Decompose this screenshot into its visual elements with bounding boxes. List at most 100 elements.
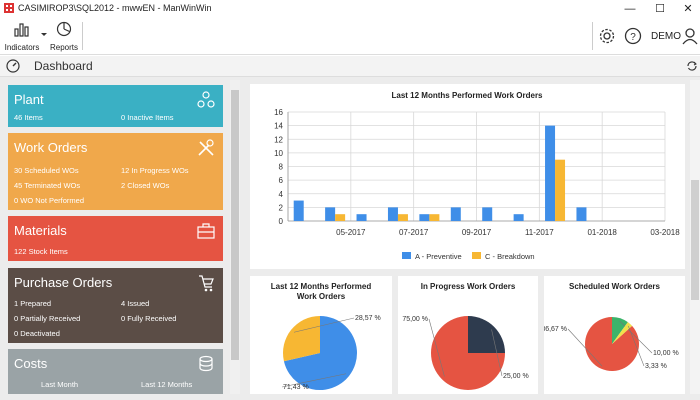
performed-wo-bar-chart: Last 12 Months Performed Work Orders 0 2 4…: [274, 91, 680, 261]
bar-breakdown: [555, 159, 566, 221]
bar-preventive: [356, 214, 367, 221]
y-tick-label: 10: [274, 149, 283, 158]
network-nodes-icon: [197, 91, 215, 108]
toolbar-divider: [82, 22, 83, 50]
legend-swatch: [402, 252, 411, 259]
dashboard-header: Dashboard: [0, 56, 700, 77]
pie-slice: [283, 316, 357, 390]
indicators-dropdown[interactable]: [40, 20, 48, 52]
app-logo-icon: [4, 3, 14, 13]
bar-preventive: [293, 200, 304, 221]
page-title: Dashboard: [34, 59, 93, 73]
materials-card-title: Materials: [14, 223, 67, 238]
po-prepared[interactable]: 1 Prepared: [14, 299, 52, 308]
x-tick-label: 11-2017: [525, 228, 554, 237]
reports-button[interactable]: Reports: [48, 20, 80, 52]
plant-card[interactable]: Plant 46 Items 0 Inactive Items: [8, 85, 223, 127]
pie-slice: [612, 317, 628, 344]
terminated-wos[interactable]: 45 Terminated WOs: [14, 181, 81, 190]
refresh-icon[interactable]: [686, 60, 698, 72]
user-icon[interactable]: [682, 27, 698, 45]
right-scrollbar[interactable]: [690, 80, 700, 394]
pie-chart-title: Last 12 Months Performed: [271, 282, 372, 291]
purchase-orders-card-title: Purchase Orders: [14, 275, 113, 290]
bar-preventive: [387, 207, 398, 221]
pie-slice-label: 28,57 %: [355, 315, 381, 322]
in-progress-wo-pie-chart: In Progress Work Orders 75,00 % 25,00 %: [402, 282, 529, 390]
pie-slice: [612, 322, 633, 344]
y-tick-label: 6: [279, 176, 284, 185]
not-performed-wos[interactable]: 0 WO Not Performed: [14, 196, 85, 205]
maximize-button[interactable]: ☐: [655, 3, 665, 15]
plant-card-title: Plant: [14, 92, 44, 107]
user-name: DEMO: [651, 31, 681, 42]
pie-slice-label: 25,00 %: [503, 373, 529, 380]
bar-breakdown: [429, 214, 440, 221]
y-tick-label: 2: [279, 203, 284, 212]
y-tick-label: 8: [279, 163, 284, 172]
scheduled-wos[interactable]: 30 Scheduled WOs: [14, 166, 79, 175]
pie-leader-line: [281, 373, 347, 388]
legend-swatch: [472, 252, 481, 259]
in-progress-wos[interactable]: 12 In Progress WOs: [121, 166, 189, 175]
performed-wo-bar-panel: Last 12 Months Performed Work Orders 0 2 4…: [250, 84, 685, 269]
pie-slice: [468, 316, 505, 353]
left-scrollbar[interactable]: [230, 80, 240, 394]
po-fully-received[interactable]: 0 Fully Received: [121, 314, 177, 323]
indicators-label: Indicators: [4, 43, 40, 52]
po-partially-received[interactable]: 0 Partially Received: [14, 314, 81, 323]
bar-preventive: [325, 207, 336, 221]
close-button[interactable]: ✕: [683, 3, 693, 15]
closed-wos[interactable]: 2 Closed WOs: [121, 181, 170, 190]
costs-card[interactable]: Costs Last Month Last 12 Months: [8, 349, 223, 394]
y-tick-label: 14: [274, 122, 283, 131]
scheduled-wo-pie-panel: Scheduled Work Orders 86,67 % 10,00 % 3,33 …: [541, 276, 685, 394]
indicators-button[interactable]: Indicators: [4, 20, 40, 52]
pie-chart-title: Work Orders: [297, 292, 346, 301]
x-tick-label: 07-2017: [399, 228, 429, 237]
minimize-button[interactable]: —: [624, 3, 636, 15]
bar-preventive: [450, 207, 461, 221]
plant-items[interactable]: 46 Items: [14, 113, 43, 122]
costs-card-title: Costs: [14, 356, 48, 371]
stock-items[interactable]: 122 Stock Items: [14, 247, 68, 256]
help-icon[interactable]: ?: [624, 27, 642, 45]
gear-icon[interactable]: [598, 27, 616, 45]
scrollbar-thumb[interactable]: [691, 180, 699, 300]
pie-leader-line: [293, 317, 355, 333]
pie-slice: [283, 316, 320, 362]
materials-card[interactable]: Materials 122 Stock Items: [8, 216, 223, 261]
po-issued[interactable]: 4 Issued: [121, 299, 150, 308]
x-tick-label: 01-2018: [587, 228, 617, 237]
x-tick-label: 03-2018: [650, 228, 680, 237]
bar-chart-title: Last 12 Months Performed Work Orders: [392, 91, 544, 100]
scheduled-wo-pie-chart: Scheduled Work Orders 86,67 % 10,00 % 3,33 …: [541, 282, 679, 371]
legend-label: C - Breakdown: [485, 252, 535, 261]
purchase-orders-card[interactable]: Purchase Orders 1 Prepared 4 Issued 0 Pa…: [8, 268, 223, 343]
pie-leader-line: [627, 325, 645, 367]
y-tick-label: 16: [274, 108, 283, 117]
plant-inactive-items[interactable]: 0 Inactive Items: [121, 113, 174, 122]
dashboard-icon: [6, 59, 20, 73]
work-orders-card[interactable]: Work Orders 30 Scheduled WOs 12 In Progr…: [8, 133, 223, 210]
pie-slice-label: 10,00 %: [653, 350, 679, 357]
pie-slice-label: 86,67 %: [544, 326, 567, 333]
legend-label: A - Preventive: [415, 252, 462, 261]
svg-text:?: ?: [630, 32, 636, 43]
y-tick-label: 4: [279, 190, 284, 199]
chevron-down-icon: [41, 33, 47, 36]
pie-chart-title: In Progress Work Orders: [421, 282, 516, 291]
costs-last-12-months[interactable]: Last 12 Months: [141, 380, 193, 389]
po-deactivated[interactable]: 0 Deactivated: [14, 329, 60, 338]
bar-breakdown: [397, 214, 408, 221]
x-tick-label: 09-2017: [462, 228, 492, 237]
window-title: CASIMIROP3\SQL2012 - mwwEN - ManWinWin: [18, 3, 212, 13]
reports-label: Reports: [49, 43, 78, 52]
title-bar: CASIMIROP3\SQL2012 - mwwEN - ManWinWin —…: [0, 0, 700, 18]
pie-leader-line: [428, 318, 445, 377]
pie-chart-title: Scheduled Work Orders: [569, 282, 661, 291]
scrollbar-thumb[interactable]: [231, 90, 239, 360]
costs-last-month[interactable]: Last Month: [41, 380, 79, 389]
toolbar-divider: [592, 22, 593, 50]
work-orders-card-title: Work Orders: [14, 140, 88, 155]
